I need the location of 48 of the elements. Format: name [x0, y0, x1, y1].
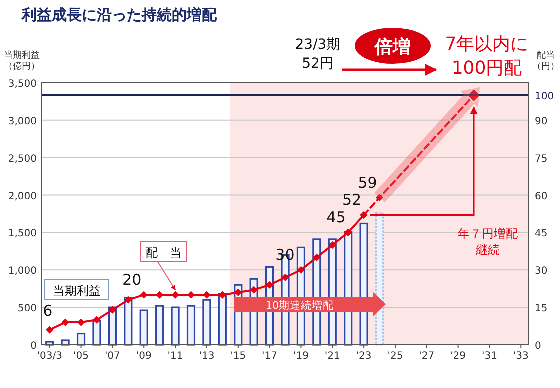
text: 23/3期 52円: [295, 37, 341, 72]
x-tick-label: '17: [262, 351, 278, 362]
x-tick-label: '09: [136, 351, 152, 362]
data-label: 52: [342, 191, 362, 210]
x-tick-label: '23: [356, 351, 372, 362]
annotation: 10期連続増配: [266, 299, 334, 312]
text: 7年以内に 100円配: [445, 34, 529, 79]
x-tick-label: '03/3: [37, 351, 62, 362]
x-tick-label: '29: [450, 351, 466, 362]
y2-tick-label: 0: [535, 341, 542, 352]
y-tick-label: 3,500: [8, 79, 37, 90]
data-label: 20: [122, 271, 142, 290]
annotation: 年７円増配継続: [458, 227, 518, 257]
text: 倍増: [374, 36, 411, 58]
y2-tick-label: 45: [535, 228, 548, 240]
series-label: 当期利益: [53, 284, 101, 298]
y2-axis-title: 配当（円）: [532, 50, 560, 72]
x-tick-label: '33: [513, 351, 529, 362]
y-tick-label: 1,500: [8, 228, 37, 240]
y-tick-label: 2,500: [8, 154, 37, 165]
y-tick-label: 500: [18, 304, 37, 315]
x-tick-label: '11: [168, 351, 184, 362]
text: 配 当: [146, 246, 182, 260]
x-tick-label: '05: [74, 351, 90, 362]
y2-tick-label: 100: [535, 91, 554, 102]
data-label: 6: [43, 302, 53, 320]
x-tick-label: '13: [199, 351, 215, 362]
chart-title: 利益成長に沿った持続的増配: [21, 6, 218, 24]
x-tick-label: '27: [419, 351, 435, 362]
y-tick-label: 2,000: [8, 191, 37, 202]
x-tick-label: '19: [293, 351, 309, 362]
y-tick-label: 3,000: [8, 116, 37, 128]
x-tick-label: '07: [104, 351, 120, 362]
x-tick-label: '15: [230, 351, 246, 362]
x-tick-label: '31: [482, 351, 498, 362]
y-axis-title: 当期利益（億円）: [4, 50, 40, 72]
y2-tick-label: 60: [535, 191, 548, 202]
x-tick-label: '21: [324, 351, 340, 362]
y2-tick-label: 30: [535, 266, 548, 278]
y-tick-label: 1,000: [8, 266, 37, 278]
data-label: 30: [276, 246, 295, 264]
y2-tick-label: 75: [535, 154, 548, 165]
x-tick-label: '25: [388, 351, 404, 362]
data-label: 59: [358, 174, 378, 192]
y2-tick-label: 15: [535, 304, 548, 315]
y-tick-label: 0: [30, 341, 37, 352]
y2-tick-label: 90: [535, 116, 548, 128]
data-label: 45: [326, 208, 346, 227]
